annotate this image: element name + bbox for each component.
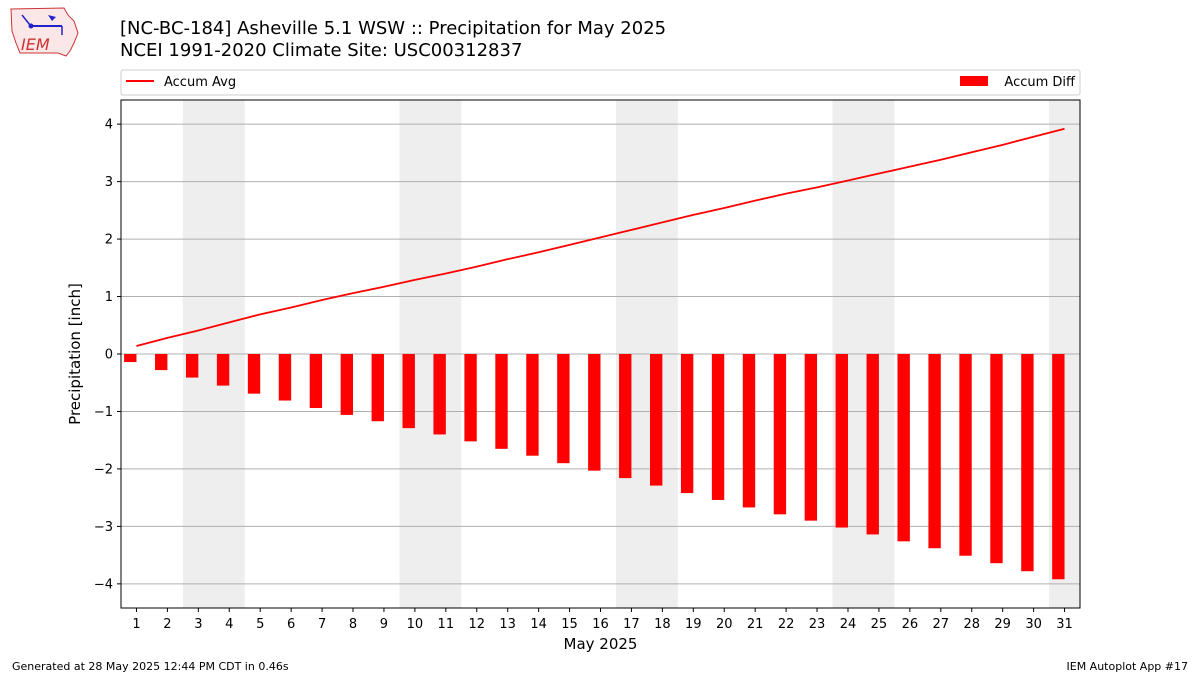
x-tick-label: 8 (349, 617, 357, 632)
x-tick-label: 12 (468, 617, 485, 632)
accum-diff-bar (773, 354, 787, 515)
x-axis-ticks: 1 2 3 4 5 6 7 8 9 10 11 12 13 14 15 16 17 18 19 20 21 22 23 24 2… (132, 608, 1073, 632)
accum-diff-bar (155, 354, 168, 371)
x-tick-label: 29 (994, 617, 1011, 632)
accum-diff-bars (124, 354, 1065, 580)
accum-diff-bar (464, 354, 477, 442)
legend-label-accum-diff: Accum Diff (1004, 75, 1076, 90)
x-tick-label: 16 (592, 617, 609, 632)
x-tick-label: 4 (225, 617, 233, 632)
iem-logo-graphic: IEM (10, 7, 79, 57)
chart-subtitle: NCEI 1991-2020 Climate Site: USC00312837 (120, 40, 523, 61)
accum-diff-bar (711, 354, 725, 500)
accum-diff-bar (402, 354, 415, 429)
x-tick-label: 19 (685, 617, 702, 632)
x-tick-label: 9 (380, 617, 388, 632)
y-tick-label: 1 (105, 290, 113, 305)
y-tick-label: 2 (105, 233, 113, 248)
x-tick-label: 1 (132, 617, 140, 632)
x-tick-label: 2 (163, 617, 171, 632)
x-tick-label: 13 (499, 617, 516, 632)
accum-diff-bar (588, 354, 601, 471)
accum-diff-bar (649, 354, 663, 486)
y-axis-ticks: −4 −3 −2 −1 0 1 2 3 4 (94, 118, 121, 592)
x-tick-label: 15 (561, 617, 578, 632)
y-tick-label: 4 (105, 118, 113, 133)
legend: Accum Avg Accum Diff (120, 69, 1081, 96)
x-tick-label: 25 (871, 617, 888, 632)
legend-box (120, 69, 1081, 96)
accum-diff-bar (309, 354, 323, 409)
y-tick-label: 3 (105, 175, 113, 190)
x-tick-label: 24 (840, 617, 857, 632)
x-tick-label: 22 (778, 617, 795, 632)
legend-swatch-accum-diff (960, 76, 988, 86)
x-tick-label: 31 (1056, 617, 1073, 632)
accum-diff-bar (835, 354, 848, 528)
x-tick-label: 10 (407, 617, 424, 632)
x-tick-label: 11 (438, 617, 455, 632)
accum-diff-bar (680, 354, 694, 494)
accum-diff-bar (495, 354, 508, 449)
y-tick-label: 0 (105, 348, 113, 363)
y-axis-label: Precipitation [inch] (66, 283, 84, 425)
x-tick-label: 14 (530, 617, 547, 632)
iem-logo: IEM (8, 5, 80, 61)
x-tick-label: 20 (716, 617, 733, 632)
accum-diff-bar (1021, 354, 1034, 572)
y-tick-label: −4 (94, 577, 113, 592)
y-tick-label: −2 (94, 462, 113, 477)
accum-diff-bar (526, 354, 539, 456)
accum-diff-bar (804, 354, 818, 521)
accum-diff-bar (371, 354, 384, 422)
accum-avg-line-group (136, 127, 1065, 347)
x-tick-label: 17 (623, 617, 640, 632)
x-tick-label: 28 (963, 617, 980, 632)
x-tick-label: 5 (256, 617, 264, 632)
footer-app: IEM Autoplot App #17 (1066, 660, 1189, 673)
x-tick-label: 23 (809, 617, 826, 632)
x-tick-label: 21 (747, 617, 764, 632)
x-tick-label: 6 (287, 617, 295, 632)
x-tick-label: 26 (902, 617, 919, 632)
y-tick-label: −1 (94, 405, 113, 420)
footer-generated: Generated at 28 May 2025 12:44 PM CDT in… (12, 660, 289, 673)
accum-diff-bar (990, 354, 1003, 564)
x-tick-label: 7 (318, 617, 326, 632)
accum-diff-bar (742, 354, 756, 508)
x-tick-label: 30 (1025, 617, 1042, 632)
accum-diff-bar (433, 354, 446, 435)
x-tick-label: 18 (654, 617, 671, 632)
iem-logo-text: IEM (21, 35, 50, 54)
accum-diff-bar (340, 354, 354, 415)
accum-diff-bar (247, 354, 261, 394)
accum-diff-bar (928, 354, 941, 549)
accum-diff-bar (866, 354, 879, 535)
accum-diff-bar (897, 354, 910, 542)
legend-label-accum-avg: Accum Avg (164, 75, 236, 90)
accum-diff-bar (185, 354, 199, 378)
x-tick-label: 27 (933, 617, 950, 632)
accum-diff-bar (959, 354, 972, 556)
accum-diff-bar (216, 354, 230, 386)
accum-diff-bar (124, 354, 137, 363)
y-tick-label: −3 (94, 520, 113, 535)
chart-title: [NC-BC-184] Asheville 5.1 WSW :: Precipi… (120, 18, 667, 39)
accum-diff-bar (278, 354, 292, 401)
x-tick-label: 3 (194, 617, 202, 632)
x-axis-label: May 2025 (564, 635, 638, 653)
accum-diff-bar (557, 354, 570, 464)
accum-diff-bar (619, 354, 632, 479)
accum-avg-line (136, 127, 1065, 347)
accum-diff-bar (1052, 354, 1065, 580)
